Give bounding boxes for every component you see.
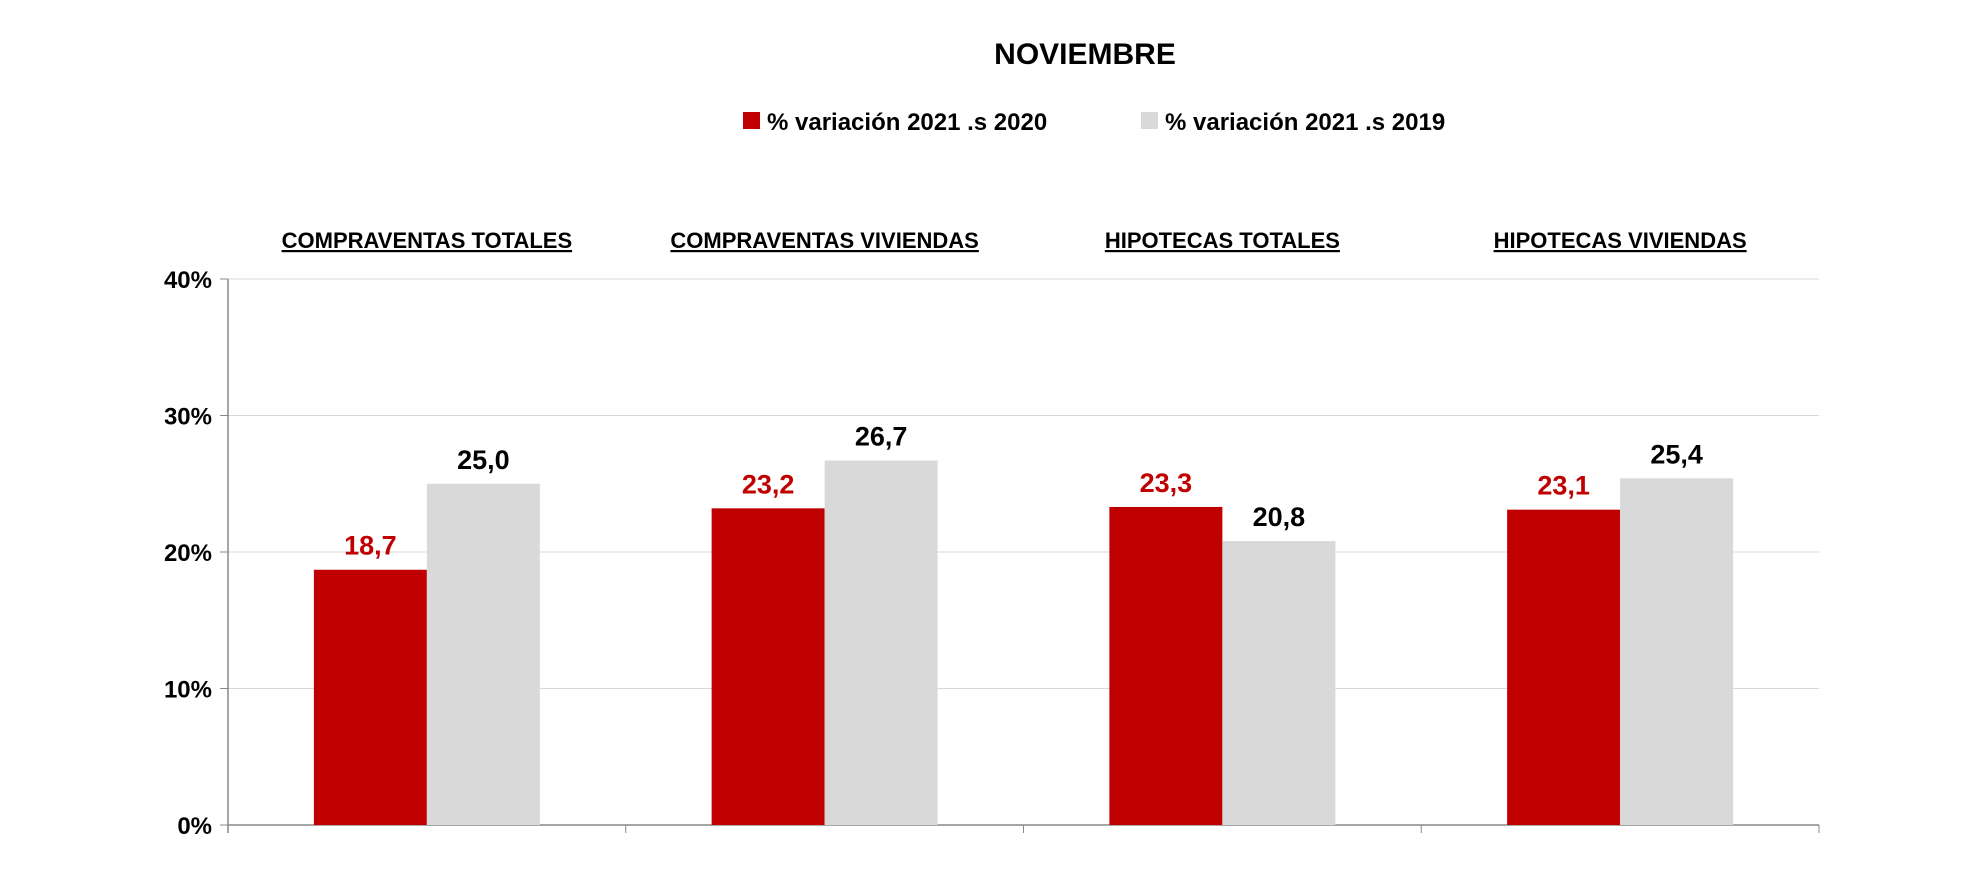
data-label: 26,7 [855, 422, 908, 452]
bar [824, 460, 938, 825]
category-label: COMPRAVENTAS VIVIENDAS [670, 228, 978, 253]
legend-label: % variación 2021 .s 2019 [1165, 109, 1445, 136]
y-tick-label: 30% [164, 404, 212, 431]
data-label: 18,7 [344, 531, 397, 561]
bar [1620, 478, 1734, 825]
bar [711, 508, 825, 825]
category-label: HIPOTECAS VIVIENDAS [1494, 228, 1747, 253]
bar [1507, 509, 1621, 825]
bar [1109, 506, 1223, 825]
data-label: 23,1 [1537, 471, 1590, 501]
bar [1222, 541, 1336, 825]
y-tick-label: 10% [164, 677, 212, 704]
data-label: 25,0 [457, 445, 510, 475]
bar [426, 483, 540, 825]
data-label: 25,4 [1650, 439, 1703, 469]
legend-swatch [1141, 112, 1158, 129]
y-tick-label: 40% [164, 267, 212, 294]
bar [313, 569, 427, 825]
y-tick-label: 20% [164, 540, 212, 567]
y-tick-label: 0% [177, 813, 212, 840]
chart-title: NOVIEMBRE [994, 38, 1176, 71]
data-label: 23,3 [1140, 468, 1193, 498]
legend-swatch [743, 112, 760, 129]
data-label: 20,8 [1253, 502, 1306, 532]
category-label: COMPRAVENTAS TOTALES [282, 228, 573, 253]
category-label: HIPOTECAS TOTALES [1105, 228, 1340, 253]
legend-label: % variación 2021 .s 2020 [767, 109, 1047, 136]
data-label: 23,2 [742, 469, 795, 499]
